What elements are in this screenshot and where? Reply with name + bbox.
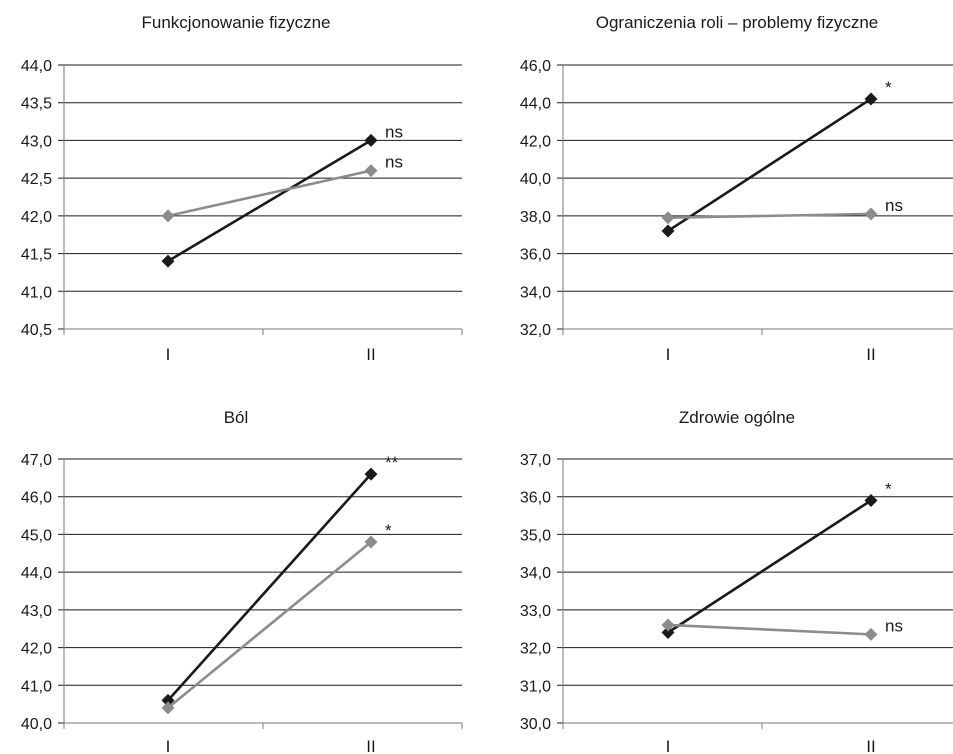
y-tick-label: 43,5: [21, 96, 52, 113]
data-point-marker: [161, 254, 175, 268]
y-tick-label: 42,5: [21, 171, 52, 188]
x-category-label: I: [666, 737, 671, 754]
significance-label: ns: [385, 122, 403, 141]
y-tick-label: 46,0: [520, 58, 551, 75]
y-tick-label: 38,0: [520, 209, 551, 226]
chart-title: Ograniczenia roli – problemy fizyczne: [596, 13, 879, 32]
series-line: [667, 97, 872, 233]
data-point-marker: [864, 493, 878, 507]
data-point-marker: [661, 211, 675, 225]
chart-title: Ból: [224, 408, 249, 427]
data-point-marker: [864, 92, 878, 106]
y-tick-label: 41,0: [21, 678, 52, 695]
y-tick-label: 42,0: [520, 133, 551, 150]
x-category-label: II: [366, 345, 375, 364]
y-tick-label: 41,0: [21, 284, 52, 301]
x-category-label: I: [166, 345, 171, 364]
series-line: [667, 499, 872, 634]
series-1: **: [161, 453, 399, 707]
series-1: *: [661, 78, 892, 238]
y-tick-label: 32,0: [520, 641, 551, 658]
y-tick-label: 37,0: [520, 452, 551, 469]
series-2: ns: [661, 196, 903, 225]
y-tick-label: 44,0: [21, 565, 52, 582]
chart-title: Zdrowie ogólne: [679, 408, 795, 427]
significance-label: ns: [885, 616, 903, 635]
significance-label: ns: [385, 153, 403, 172]
y-tick-label: 47,0: [21, 452, 52, 469]
y-tick-label: 34,0: [520, 284, 551, 301]
x-category-label: I: [666, 345, 671, 364]
data-point-marker: [364, 133, 378, 147]
y-tick-label: 36,0: [520, 247, 551, 264]
chart-panel-2: Ograniczenia roli – problemy fizyczne 46,…: [520, 13, 953, 364]
chart-title: Funkcjonowanie fizyczne: [142, 13, 331, 32]
significance-label: *: [885, 78, 892, 97]
data-point-marker: [661, 625, 675, 639]
y-tick-label: 44,0: [21, 58, 52, 75]
data-point-marker: [661, 224, 675, 238]
chart-panel-1: Funkcjonowanie fizyczne 44,0 43,5 43,0 42,5 4…: [21, 13, 463, 364]
y-tick-label: 33,0: [520, 603, 551, 620]
series-line: [667, 623, 872, 636]
y-tick-label: 42,0: [21, 641, 52, 658]
data-point-marker: [364, 535, 378, 549]
data-point-marker: [364, 467, 378, 481]
y-tick-label: 36,0: [520, 490, 551, 507]
y-tick-label: 40,0: [520, 171, 551, 188]
series-line: [667, 212, 872, 220]
y-tick-label: 42,0: [21, 209, 52, 226]
series-2: ns: [161, 153, 403, 223]
series-line: [167, 169, 372, 218]
series-2: ns: [661, 616, 903, 641]
series-line: [167, 473, 372, 702]
y-tick-label: 34,0: [520, 565, 551, 582]
series-1: ns: [161, 122, 403, 268]
y-tick-label: 45,0: [21, 527, 52, 544]
y-tick-label: 41,5: [21, 247, 52, 264]
y-tick-label: 30,0: [520, 716, 551, 733]
y-tick-label: 40,5: [21, 322, 52, 339]
series-line: [167, 139, 372, 263]
x-category-label: II: [866, 737, 875, 754]
data-point-marker: [661, 618, 675, 632]
x-category-label: I: [166, 737, 171, 754]
data-point-marker: [161, 209, 175, 223]
significance-label: ns: [885, 196, 903, 215]
series-line: [167, 540, 372, 709]
y-tick-label: 35,0: [520, 527, 551, 544]
data-point-marker: [161, 701, 175, 715]
x-category-label: II: [866, 345, 875, 364]
data-point-marker: [364, 164, 378, 178]
y-tick-label: 44,0: [520, 96, 551, 113]
y-tick-label: 31,0: [520, 678, 551, 695]
chart-panel-4: Zdrowie ogólne 37,0 36,0 35,0 34,0 33,0 32,0 31…: [520, 408, 953, 754]
series-2: *: [161, 521, 392, 715]
y-tick-label: 40,0: [21, 716, 52, 733]
significance-label: *: [385, 521, 392, 540]
significance-label: **: [385, 453, 399, 472]
y-tick-label: 43,0: [21, 133, 52, 150]
data-point-marker: [864, 207, 878, 221]
series-1: *: [661, 479, 892, 639]
y-tick-label: 46,0: [21, 490, 52, 507]
x-category-label: II: [366, 737, 375, 754]
data-point-marker: [864, 627, 878, 641]
y-tick-label: 32,0: [520, 322, 551, 339]
y-tick-label: 43,0: [21, 603, 52, 620]
significance-label: *: [885, 479, 892, 498]
